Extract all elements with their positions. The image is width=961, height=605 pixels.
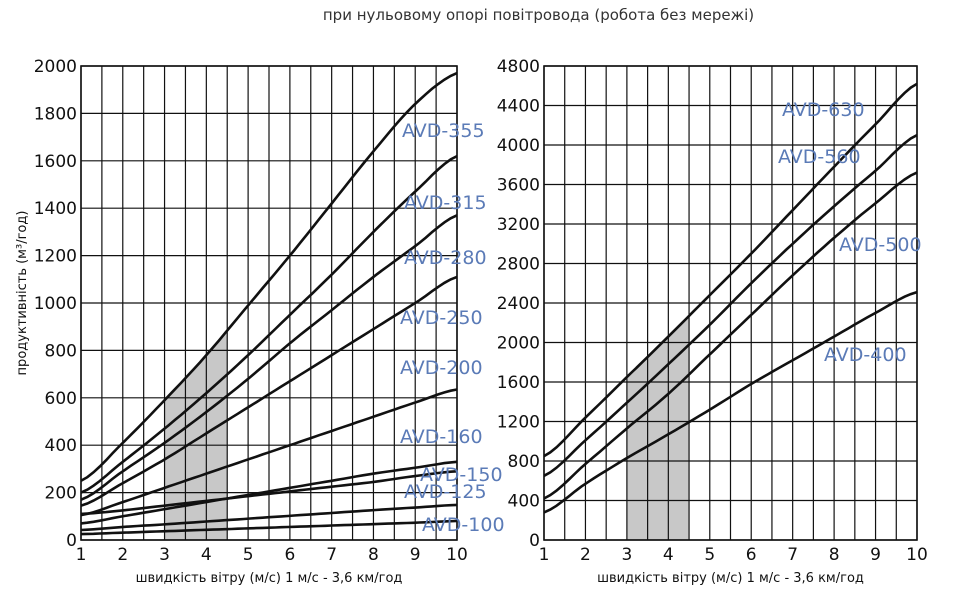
series-line-avd-630 xyxy=(543,82,918,458)
chart-2-frame xyxy=(543,65,918,541)
series-line-avd-280 xyxy=(80,214,458,501)
chart-1-frame xyxy=(80,65,458,541)
chart-2-xtick-label: 4 xyxy=(663,545,674,565)
chart-1-ytick-label: 1400 xyxy=(34,199,77,219)
chart-2-xtick-label: 9 xyxy=(870,545,881,565)
chart-1-ytick-label: 800 xyxy=(45,341,77,361)
series-line-avd-100 xyxy=(80,519,458,536)
chart-2-ytick-label: 2000 xyxy=(497,334,540,354)
series-label-avd-280: AVD-280 xyxy=(404,247,487,269)
series-line-avd-355 xyxy=(80,71,458,482)
chart-2-ytick-label: 4800 xyxy=(497,57,540,77)
chart-2-shaded-band xyxy=(626,315,690,540)
series-line-avd-250 xyxy=(80,275,458,507)
chart-1-ytick-label: 600 xyxy=(45,389,77,409)
chart-1-ylabel: продуктивність (м³/год) xyxy=(15,211,30,376)
series-label-avd-355: AVD-355 xyxy=(402,120,485,142)
chart-2-xtick-label: 3 xyxy=(621,545,632,565)
series-line-avd-125 xyxy=(80,503,458,532)
chart-1-xtick-label: 10 xyxy=(446,545,468,565)
chart-1-ytick-label: 200 xyxy=(45,484,77,504)
chart-2-xtick-label: 2 xyxy=(580,545,591,565)
series-line-avd-150 xyxy=(80,470,458,516)
series-line-avd-400 xyxy=(543,290,918,514)
chart-1-ytick-label: 1000 xyxy=(34,294,77,314)
chart-2-xtick-label: 10 xyxy=(906,545,928,565)
series-line-avd-160 xyxy=(80,460,458,525)
series-line-avd-560 xyxy=(543,133,918,477)
series-label-avd-315: AVD-315 xyxy=(404,192,487,214)
chart-1-xtick-label: 4 xyxy=(201,545,212,565)
chart-1-ytick-label: 0 xyxy=(66,531,77,551)
chart-2-ytick-label: 400 xyxy=(508,492,540,512)
chart-1-shaded-band xyxy=(164,330,228,540)
chart-2-xtick-label: 5 xyxy=(704,545,715,565)
chart-1-xtick-label: 3 xyxy=(159,545,170,565)
chart-2-xlabel: швидкість вітру (м/с) 1 м/с - 3,6 км/год xyxy=(597,571,864,586)
series-label-avd-150: AVD-150 xyxy=(420,464,503,486)
series-label-avd-100: AVD-100 xyxy=(422,514,505,536)
chart-2-ytick-label: 3200 xyxy=(497,215,540,235)
chart-1-ytick-label: 400 xyxy=(45,436,77,456)
series-label-avd-160: AVD-160 xyxy=(400,426,483,448)
chart-1-xtick-label: 1 xyxy=(76,545,87,565)
chart-1-xlabel: швидкість вітру (м/с) 1 м/с - 3,6 км/год xyxy=(136,571,403,586)
series-line-avd-200 xyxy=(80,388,458,517)
chart-2-ytick-label: 800 xyxy=(508,452,540,472)
series-label-avd-630: AVD-630 xyxy=(782,99,865,121)
series-label-avd-400: AVD-400 xyxy=(824,344,907,366)
series-label-avd-250: AVD-250 xyxy=(400,307,483,329)
page-title: при нульовому опорі повітровода (робота … xyxy=(322,6,755,24)
series-label-avd-200: AVD-200 xyxy=(400,357,483,379)
chart-1-xtick-label: 9 xyxy=(410,545,421,565)
chart-1-xtick-label: 7 xyxy=(326,545,337,565)
chart-1-ytick-label: 1600 xyxy=(34,152,77,172)
chart-1-ytick-label: 2000 xyxy=(34,57,77,77)
chart-2-ytick-label: 4400 xyxy=(497,97,540,117)
chart-1-ytick-label: 1200 xyxy=(34,247,77,267)
chart-1-xtick-label: 6 xyxy=(284,545,295,565)
chart-2-ytick-label: 1600 xyxy=(497,373,540,393)
chart-2-xtick-label: 7 xyxy=(787,545,798,565)
chart-2-xtick-label: 8 xyxy=(829,545,840,565)
chart-2-ytick-label: 2400 xyxy=(497,294,540,314)
chart-2-ytick-label: 4000 xyxy=(497,136,540,156)
series-label-avd-500: AVD-500 xyxy=(839,234,922,256)
chart-2-ytick-label: 1200 xyxy=(497,413,540,433)
series-label-avd-125: AVD-125 xyxy=(404,481,487,503)
chart-1-xtick-label: 2 xyxy=(117,545,128,565)
chart-2-ytick-label: 0 xyxy=(529,531,540,551)
chart-1-ytick-label: 1800 xyxy=(34,104,77,124)
series-label-avd-560: AVD-560 xyxy=(778,146,861,168)
chart-2-ytick-label: 3600 xyxy=(497,176,540,196)
chart-1-xtick-label: 8 xyxy=(368,545,379,565)
chart-2-xtick-label: 6 xyxy=(746,545,757,565)
series-line-avd-315 xyxy=(80,154,458,494)
chart-1-xtick-label: 5 xyxy=(243,545,254,565)
series-line-avd-500 xyxy=(543,171,918,500)
chart-2-ytick-label: 2800 xyxy=(497,255,540,275)
chart-2-xtick-label: 1 xyxy=(539,545,550,565)
